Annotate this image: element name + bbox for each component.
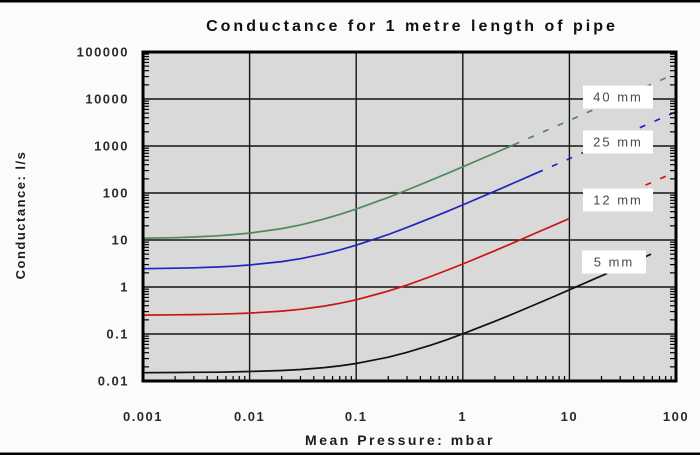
x-axis-title: Mean Pressure: mbar bbox=[305, 432, 495, 448]
series-line-25mm bbox=[143, 171, 538, 270]
series-label-12mm: 12 mm bbox=[593, 193, 643, 208]
series-label-box-40mm bbox=[583, 85, 653, 109]
y-tick-label: 0.1 bbox=[106, 327, 129, 342]
y-tick-label: 100 bbox=[103, 186, 129, 201]
x-tick-label: 0.001 bbox=[123, 409, 163, 424]
chart-title: Conductance for 1 metre length of pipe bbox=[206, 18, 618, 35]
series-label-box-12mm bbox=[583, 188, 653, 212]
series-line-5mm bbox=[143, 275, 602, 374]
y-tick-label: 10 bbox=[112, 233, 129, 248]
y-tick-label: 1 bbox=[120, 280, 129, 295]
series-labels: 40 mm 25 mm 12 mm 5 mm bbox=[582, 85, 653, 274]
x-tick-label: 0.01 bbox=[234, 409, 265, 424]
series-label-box-25mm bbox=[583, 130, 653, 154]
y-tick-label: 0.01 bbox=[98, 374, 129, 389]
series-line-40mm bbox=[143, 144, 515, 240]
y-tick-label: 10000 bbox=[85, 92, 129, 107]
y-tick-label: 100000 bbox=[77, 45, 129, 60]
series-line-12mm bbox=[143, 217, 570, 316]
y-axis-title: Conductance: l/s bbox=[13, 151, 28, 280]
x-tick-label: 10 bbox=[561, 409, 578, 424]
series-label-5mm: 5 mm bbox=[594, 255, 635, 270]
plot-frame bbox=[141, 50, 678, 383]
y-tick-label: 1000 bbox=[94, 139, 129, 154]
top-border-bar bbox=[0, 0, 700, 3]
series-label-40mm: 40 mm bbox=[593, 90, 643, 105]
series-line-dashed-12mm bbox=[601, 170, 676, 206]
axis-tick-labels: 0.001 0.01 0.1 1 10 100 100000 10000 1000 100 10 1 0… bbox=[77, 45, 689, 425]
series-label-box-5mm bbox=[582, 250, 646, 274]
x-tick-label: 0.1 bbox=[345, 409, 368, 424]
x-tick-label: 100 bbox=[663, 409, 689, 424]
series-label-25mm: 25 mm bbox=[593, 135, 643, 150]
bottom-border-bar bbox=[0, 452, 700, 455]
x-tick-label: 1 bbox=[458, 409, 467, 424]
